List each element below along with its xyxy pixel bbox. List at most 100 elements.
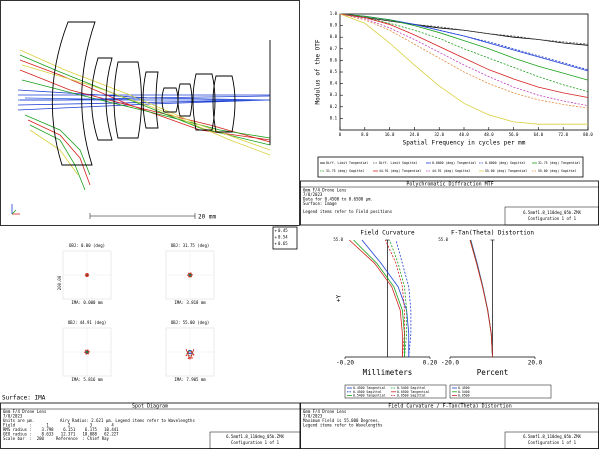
field-ima-label: IMA: 7.905 mm: [174, 377, 206, 382]
spot-date: 7/8/2023: [3, 414, 23, 419]
spot-point: [189, 352, 192, 355]
x-tick-label: 80.0: [583, 132, 593, 137]
legend-label: 44.91 (deg) Tangential: [379, 169, 421, 173]
y-tick-label: 55.0: [333, 237, 343, 242]
legend-label: 31.75 (deg) Tangential: [538, 161, 580, 165]
fc-legend-note: Legend items refer to Wavelengths: [303, 423, 383, 428]
spot-point: [187, 357, 190, 360]
legend-label: 0.6500 Sagittal: [397, 394, 426, 398]
legend-label: 0.6500 Tangential: [397, 390, 430, 394]
y-tick-label: 0.7: [330, 46, 338, 51]
mtf-line: [339, 13, 589, 72]
plot-title: F-Tan(Theta) Distortion: [451, 230, 534, 237]
x-tick-label: 0.20: [423, 360, 438, 367]
spot-point: [87, 274, 90, 276]
spot-point: [190, 272, 192, 275]
lens-element: [113, 61, 142, 139]
x-tick-label: 40.0: [459, 132, 469, 137]
mtf-chart: Polychromatic Diffraction MTF 6mm F/4 Dr…: [300, 11, 599, 226]
profile-line: [389, 239, 408, 358]
profile-line: [469, 239, 493, 358]
plot-title: Field Curvature: [360, 230, 415, 237]
x-axis-label: Spatial Frequency in cycles per mm: [403, 140, 526, 147]
mtf-line: [339, 13, 589, 93]
x-tick-label: -0.20: [336, 360, 354, 367]
mtf-line: [339, 13, 588, 125]
spot-point: [187, 274, 189, 276]
spot-title: Spot Diagram: [132, 404, 168, 410]
spot-rms-row: RMS radius : 3.798 6.151 6.175 10.441: [3, 427, 119, 432]
spot-units: Units are µm.: [3, 418, 34, 423]
profile-line: [353, 239, 405, 357]
legend-box: [344, 384, 447, 399]
field-obj-label: OBJ: 0.00 (deg): [69, 243, 105, 248]
mtf-line: [339, 13, 589, 98]
spot-point: [191, 274, 193, 276]
wavelength-marker: +: [275, 228, 278, 233]
legend-label: 0.5400: [458, 390, 470, 394]
wavelength-label: 0.45: [278, 228, 288, 233]
lens-elements: [51, 21, 271, 166]
x-tick-label: 16.0: [385, 132, 395, 137]
y-tick-label: 0.4: [330, 81, 338, 86]
spot-point: [87, 352, 89, 355]
fc-date: 7/8/2023: [303, 414, 323, 419]
profile-line: [361, 239, 410, 357]
fc-file: 6.5mmf1.8_110deg_05b.ZMX: [523, 434, 581, 439]
spot-surface: Surface: IMA: [2, 395, 46, 402]
legend-label: 0.4500: [458, 386, 470, 390]
spot-field-row: Field : 1 2 3 4: [3, 423, 114, 428]
field-obj-label: OBJ: 31.75 (deg): [171, 243, 210, 248]
profile-line: [385, 239, 405, 358]
spot-scale-row: Scale bar : 200 Reference : Chief Ray: [3, 436, 110, 441]
y-tick-label: 1.0: [330, 11, 338, 16]
wavelength-label: 0.65: [278, 241, 288, 246]
lens-element: [177, 83, 193, 117]
x-tick-label: -20.0: [441, 360, 459, 367]
spot-geo-row: GEO radius : 8.633 12.371 18.088 62.227: [3, 432, 119, 437]
lens-element: [91, 57, 113, 141]
spot-config: Configuration 1 of 1: [231, 440, 280, 445]
scale-bar-label: 20 mm: [198, 214, 216, 221]
lens-element: [212, 75, 236, 133]
y-tick-label: 0.2: [330, 104, 338, 109]
legend-label: 0.4500 Sagittal: [353, 390, 382, 394]
spot-point: [188, 352, 190, 355]
spot-point: [188, 272, 190, 275]
mtf-legend-box: [317, 156, 584, 178]
legend-label: 0.5400 Tangential: [353, 394, 386, 398]
mtf-data-range: Data for 0.4500 to 0.6500 µm.: [303, 197, 373, 202]
field-obj-label: OBJ: 55.00 (deg): [171, 320, 210, 325]
legend-box: [449, 384, 552, 399]
rays: [17, 49, 271, 191]
spot-point: [84, 274, 87, 276]
legend-label: 55.00 (deg) Tangential: [485, 169, 527, 173]
mtf-file: 6.5mmf1.8_110deg_05b.ZMX: [523, 210, 581, 215]
fc-config: Configuration 1 of 1: [528, 440, 577, 445]
legend-label: Diff. Limit Sagittal: [379, 161, 417, 165]
legend-label: 0.6500: [458, 394, 470, 398]
y-axis-label: +Y: [336, 295, 343, 303]
x-tick-label: 32.0: [434, 132, 444, 137]
lens-element: [51, 21, 96, 166]
legend-label: 31.75 (deg) Sagittal: [326, 169, 364, 173]
wavelength-marker: +: [275, 241, 278, 246]
profile-line: [470, 239, 493, 358]
mtf-line: [339, 13, 589, 45]
mtf-line: [339, 13, 589, 107]
fc-title: Field Curvature / F-Tan(Theta) Distortio…: [388, 404, 511, 410]
wavelength-marker: +: [275, 235, 278, 240]
mtf-line: [339, 13, 589, 71]
spot-point: [85, 349, 87, 352]
wavelength-legend-box: [272, 226, 298, 250]
spot-lens: 6mm F/4 Drone Lens: [3, 409, 47, 414]
field-ima-label: IMA: 3.818 mm: [174, 300, 206, 305]
y-tick-label: 0.3: [330, 92, 338, 97]
field-ima-label: IMA: 0.000 mm: [71, 300, 103, 305]
spot-tail: [185, 348, 195, 361]
spot-airy: Airy Radius: 2.621 µm. Legend items refe…: [60, 418, 195, 423]
scale-bar: 20 mm: [89, 213, 216, 221]
spot-point: [86, 275, 89, 277]
y-tick-label: 0.6: [330, 57, 338, 62]
